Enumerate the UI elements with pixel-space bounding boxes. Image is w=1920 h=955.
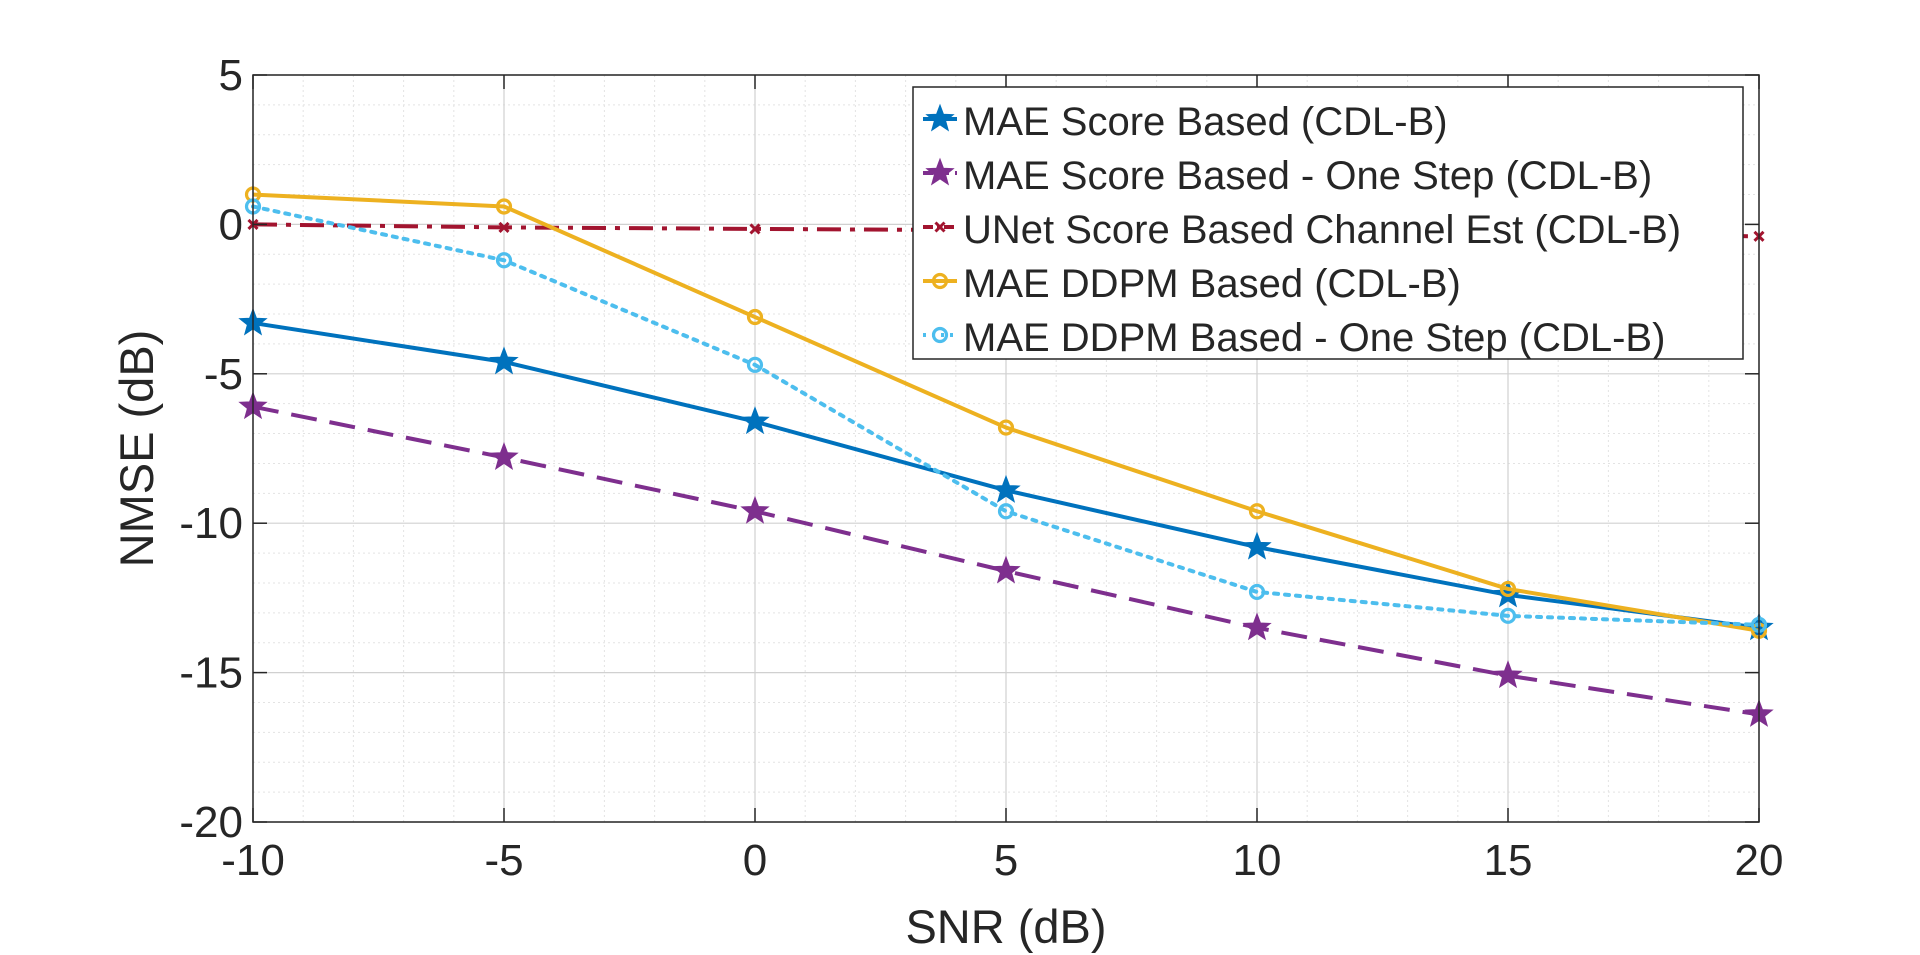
series-line — [252, 192, 1760, 633]
data-point-marker — [991, 474, 1021, 503]
legend-label: UNet Score Based Channel Est (CDL-B) — [963, 208, 1681, 252]
data-point-marker — [1248, 503, 1266, 520]
legend-label: MAE DDPM Based - One Step (CDL-B) — [963, 316, 1665, 360]
legend-box — [912, 86, 1744, 360]
y-tick-label: -5 — [204, 350, 243, 399]
data-point-marker — [740, 406, 770, 435]
legend-entry: MAE Score Based - One Step (CDL-B) — [923, 154, 1652, 198]
x-tick-label: -10 — [221, 836, 285, 885]
data-point-marker — [746, 356, 764, 373]
series-line — [251, 204, 1761, 627]
data-point-marker — [1499, 580, 1517, 598]
data-point-marker — [1499, 607, 1517, 624]
data-point-marker — [1242, 531, 1272, 560]
x-tick-label: 5 — [994, 836, 1018, 885]
data-point-marker — [746, 308, 764, 326]
data-point-marker — [495, 252, 513, 269]
x-tick-label: 15 — [1484, 836, 1533, 885]
legend-label: MAE Score Based (CDL-B) — [963, 100, 1448, 144]
x-axis-label: SNR (dB) — [905, 900, 1106, 953]
y-tick-label: 5 — [219, 51, 243, 100]
data-point-marker — [498, 221, 510, 233]
data-point-marker — [740, 495, 770, 524]
legend-entry: UNet Score Based Channel Est (CDL-B) — [923, 208, 1681, 252]
legend-marker-sample — [925, 157, 955, 186]
legend-marker-sample — [925, 103, 955, 132]
data-point-marker — [489, 346, 519, 375]
y-axis-label: NMSE (dB) — [110, 330, 163, 568]
data-point-marker — [997, 503, 1015, 520]
legend-label: MAE DDPM Based (CDL-B) — [963, 262, 1461, 306]
legend: MAE Score Based (CDL-B) MAE Score Based -… — [912, 86, 1744, 360]
data-point-marker — [991, 555, 1021, 584]
x-tick-label: -5 — [484, 836, 523, 885]
legend-marker-sample — [934, 221, 946, 233]
y-tick-label: 0 — [219, 200, 243, 249]
legend-entry: MAE Score Based (CDL-B) — [923, 100, 1448, 144]
data-point-marker — [495, 198, 513, 215]
y-tick-label: -10 — [179, 499, 243, 548]
x-tick-label: 20 — [1735, 836, 1784, 885]
legend-marker-sample — [931, 326, 949, 344]
data-point-marker — [489, 442, 519, 470]
axis-ticks: -10 -5 0 5 10 15 20 5 0 -5 -10 -15 -20 — [179, 51, 1783, 885]
x-tick-label: 0 — [743, 836, 767, 885]
legend-label: MAE Score Based - One Step (CDL-B) — [963, 154, 1652, 198]
data-point-marker — [1493, 660, 1523, 689]
data-point-marker — [1242, 612, 1272, 641]
data-point-marker — [1248, 583, 1266, 601]
y-tick-label: -20 — [179, 798, 243, 847]
legend-entry: MAE DDPM Based (CDL-B) — [923, 262, 1461, 306]
x-tick-label: 10 — [1233, 836, 1282, 885]
legend-marker-sample — [931, 272, 949, 290]
legend-entry: MAE DDPM Based - One Step (CDL-B) — [923, 316, 1665, 360]
y-tick-label: -15 — [179, 649, 243, 698]
data-point-marker — [997, 419, 1015, 436]
data-point-marker — [749, 223, 761, 235]
